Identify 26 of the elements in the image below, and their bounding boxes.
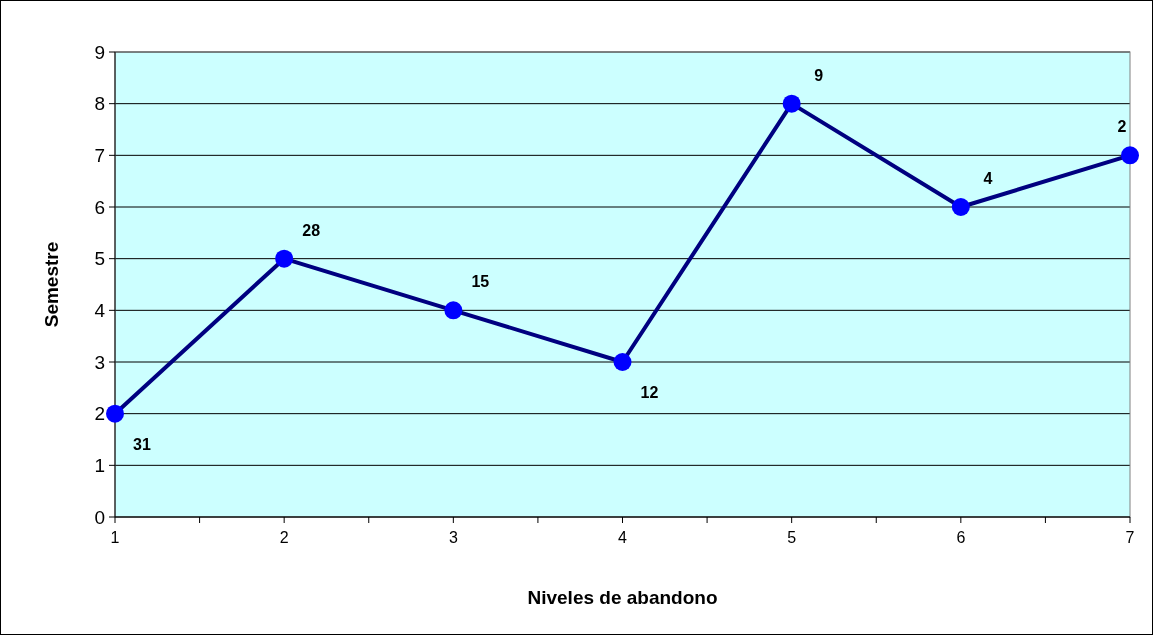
annotation: 9 — [814, 66, 824, 84]
annotation: 2 — [1117, 118, 1127, 136]
y-tick-label: 4 — [94, 299, 106, 321]
annotation: 4 — [983, 170, 993, 187]
y-axis-title: Semestre — [41, 241, 62, 328]
y-tick-label: 9 — [94, 41, 105, 63]
x-tick-label: 5 — [787, 529, 797, 546]
y-tick-label: 3 — [94, 351, 105, 373]
x-tick-label: 6 — [956, 529, 966, 546]
x-tick-label: 4 — [618, 529, 628, 546]
y-tick-label: 6 — [94, 196, 105, 218]
x-tick-label: 1 — [110, 529, 120, 546]
annotation: 12 — [640, 384, 659, 401]
x-tick-label: 3 — [448, 529, 458, 546]
y-tick-label: 2 — [94, 403, 105, 425]
y-tick-label: 1 — [94, 454, 105, 476]
annotation: 28 — [302, 221, 321, 239]
annotation: 15 — [471, 273, 490, 291]
annotation: 31 — [133, 435, 151, 453]
x-axis-title: Niveles de abandono — [527, 587, 718, 608]
y-tick-label: 0 — [94, 506, 105, 528]
x-tick-label: 7 — [1125, 529, 1135, 546]
y-tick-label: 8 — [94, 93, 105, 115]
x-tick-label: 2 — [279, 529, 289, 546]
y-tick-label: 7 — [94, 144, 105, 166]
y-tick-label: 5 — [94, 248, 105, 270]
